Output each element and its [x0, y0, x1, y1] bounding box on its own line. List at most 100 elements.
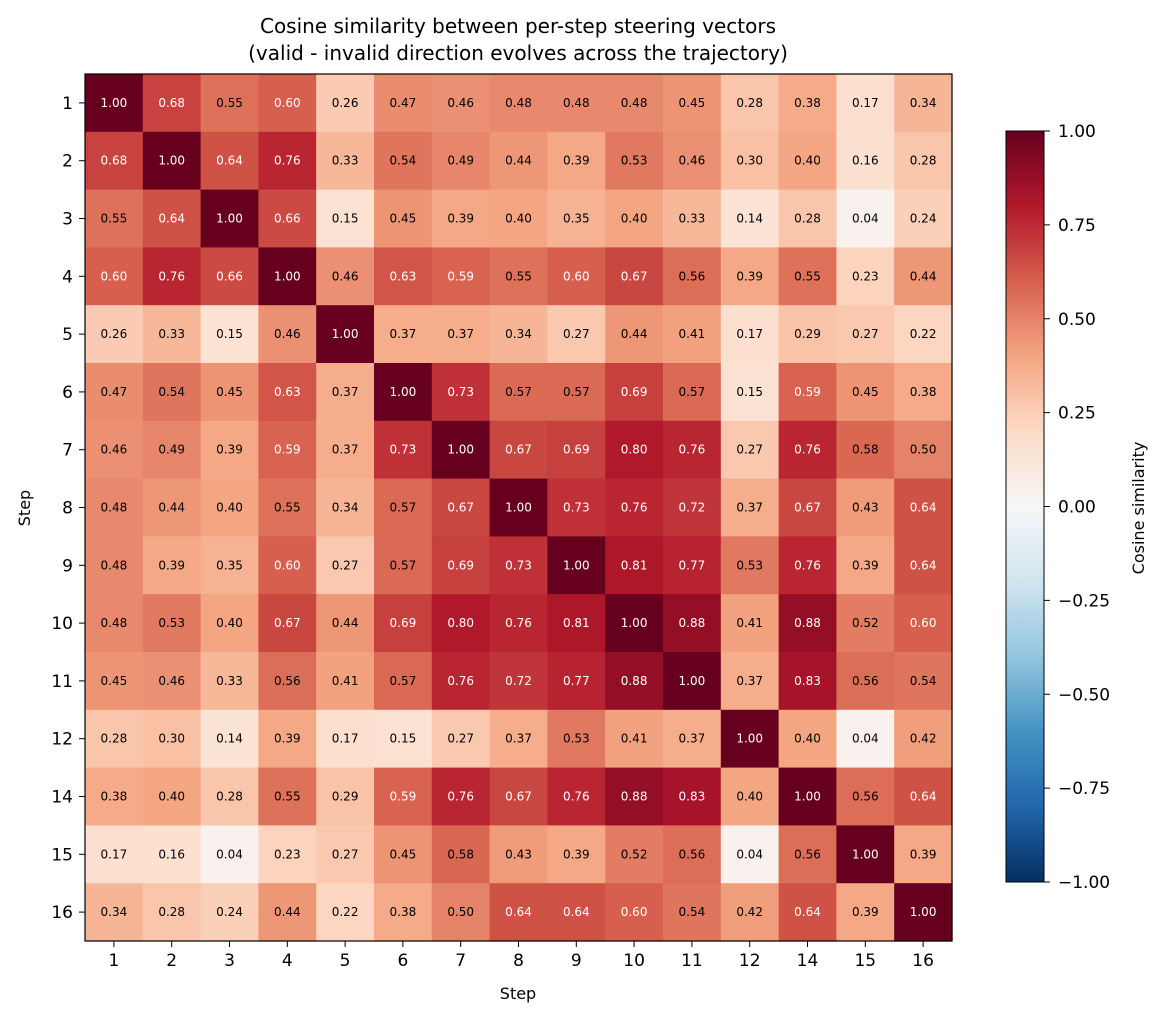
cell-value-label: 0.37 — [736, 501, 763, 515]
cell-value-label: 0.33 — [158, 327, 185, 341]
heatmap-cell — [142, 74, 202, 133]
cell-value-label: 0.28 — [158, 905, 185, 919]
heatmap-cell — [258, 594, 317, 653]
heatmap-cell — [547, 131, 606, 191]
heatmap-cell — [894, 594, 953, 653]
heatmap-cell — [258, 247, 317, 306]
cell-value-label: 0.41 — [621, 732, 648, 746]
heatmap-cell — [605, 536, 664, 595]
cell-value-label: 0.17 — [736, 327, 763, 341]
heatmap-cell — [894, 767, 953, 826]
heatmap-cell — [663, 189, 722, 248]
heatmap-cell — [200, 420, 259, 480]
heatmap-cell — [663, 131, 722, 191]
cell-value-label: 0.44 — [274, 905, 301, 919]
heatmap-cell — [200, 767, 259, 826]
heatmap-cell — [605, 131, 664, 191]
cell-value-label: 0.83 — [679, 790, 706, 804]
cell-value-label: 0.81 — [621, 558, 648, 572]
heatmap-cell — [431, 305, 491, 364]
cell-value-label: 0.50 — [910, 443, 937, 457]
cell-value-label: 0.34 — [101, 905, 128, 919]
cell-value-label: 0.45 — [679, 96, 706, 110]
cell-value-label: 0.56 — [852, 790, 879, 804]
x-tick-label: 8 — [513, 951, 524, 971]
heatmap-cell — [374, 709, 433, 769]
cell-value-label: 0.88 — [794, 616, 821, 630]
heatmap-cell — [200, 825, 259, 884]
colorbar-tick-label: 0.50 — [1058, 310, 1096, 330]
cell-value-label: 0.14 — [736, 212, 763, 226]
heatmap-cell — [836, 420, 895, 480]
cell-value-label: 0.48 — [101, 616, 128, 630]
heatmap-cell — [720, 709, 780, 769]
cell-value-label: 0.46 — [274, 327, 301, 341]
heatmap-cell — [258, 74, 317, 133]
heatmap-cell — [316, 305, 375, 364]
heatmap-cell — [547, 305, 606, 364]
heatmap-cell — [547, 883, 606, 942]
cell-value-label: 0.47 — [390, 96, 417, 110]
x-axis-ticks: 1 2 3 4 5 6 7 8 9 10 11 12 14 15 16 — [108, 941, 934, 971]
heatmap-cell — [431, 420, 491, 480]
heatmap-cell — [431, 74, 491, 133]
chart-title: Cosine similarity between per-step steer… — [260, 14, 776, 38]
x-tick-label: 7 — [455, 951, 466, 971]
heatmap-cell — [663, 594, 722, 653]
cell-value-label: 0.27 — [332, 558, 359, 572]
cell-value-label: 0.69 — [563, 443, 590, 457]
heatmap-cell — [894, 536, 953, 595]
heatmap-cell — [431, 709, 491, 769]
heatmap-cell — [258, 189, 317, 248]
heatmap-cell — [258, 305, 317, 364]
cell-value-label: 0.24 — [216, 905, 243, 919]
cell-value-label: 0.76 — [563, 790, 590, 804]
cell-value-label: 0.58 — [447, 847, 474, 861]
y-tick-label: 15 — [51, 845, 73, 865]
cell-value-label: 0.37 — [390, 327, 417, 341]
cell-value-label: 0.14 — [216, 732, 243, 746]
heatmap-cell — [316, 363, 375, 422]
heatmap-cell — [374, 363, 433, 422]
chart-subtitle: (valid - invalid direction evolves acros… — [248, 41, 788, 65]
heatmap-cell — [142, 825, 202, 884]
heatmap-cell — [431, 363, 491, 422]
y-tick-label: 3 — [62, 210, 73, 230]
cell-value-label: 0.41 — [679, 327, 706, 341]
cell-value-label: 0.39 — [447, 212, 474, 226]
cell-value-label: 0.73 — [447, 385, 474, 399]
heatmap-cell — [489, 131, 548, 191]
cell-value-label: 0.16 — [852, 154, 879, 168]
heatmap-cell — [663, 247, 722, 306]
cell-value-label: 0.57 — [679, 385, 706, 399]
cell-value-label: 0.29 — [332, 790, 359, 804]
cell-value-label: 0.76 — [794, 443, 821, 457]
heatmap-cell — [316, 536, 375, 595]
cell-value-label: 0.38 — [101, 790, 128, 804]
cell-value-label: 1.00 — [332, 327, 359, 341]
cell-value-label: 0.49 — [158, 443, 185, 457]
x-tick-label: 15 — [854, 951, 876, 971]
cell-value-label: 0.57 — [390, 501, 417, 515]
heatmap-cell — [489, 594, 548, 653]
heatmap-cell — [85, 363, 144, 422]
heatmap-cell — [836, 247, 895, 306]
heatmap-cell — [374, 652, 433, 711]
heatmap-cell — [489, 825, 548, 884]
heatmap-cell — [547, 189, 606, 248]
cell-value-label: 0.37 — [332, 385, 359, 399]
cell-value-label: 0.60 — [274, 96, 301, 110]
cell-value-label: 1.00 — [101, 96, 128, 110]
heatmap-cell — [720, 594, 780, 653]
heatmap-cell — [316, 594, 375, 653]
heatmap-cell — [894, 709, 953, 769]
cell-value-label: 0.37 — [736, 674, 763, 688]
heatmap-cell — [778, 594, 837, 653]
x-tick-label: 12 — [739, 951, 761, 971]
heatmap-cell — [142, 536, 202, 595]
heatmap-cell — [489, 247, 548, 306]
cell-value-label: 0.34 — [910, 96, 937, 110]
cell-value-label: 0.22 — [332, 905, 359, 919]
cell-value-label: 0.39 — [736, 269, 763, 283]
